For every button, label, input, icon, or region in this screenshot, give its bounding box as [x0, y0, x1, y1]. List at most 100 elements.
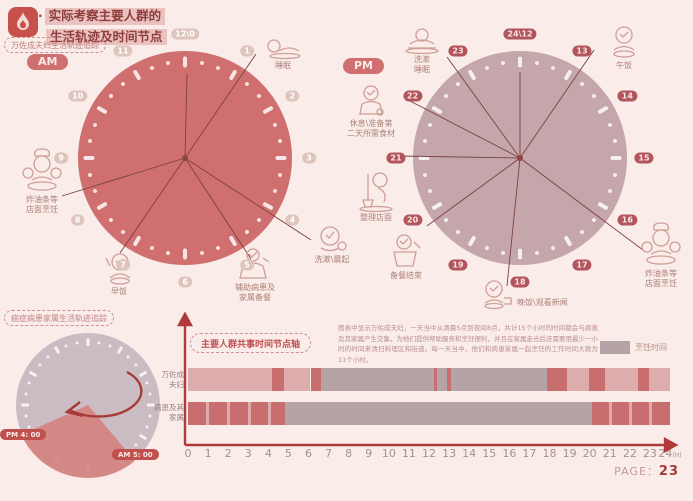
- timeline-segment: [209, 402, 228, 425]
- timeline-segment: [628, 402, 632, 425]
- timeline-segment: [637, 368, 649, 391]
- lunch-icon: [613, 26, 635, 58]
- timeline-row: [188, 368, 670, 391]
- timeline-segment: [447, 368, 452, 391]
- axis-tick-label: 6: [305, 447, 312, 460]
- activity-wash-sleep: 洗漱 睡眠: [392, 26, 452, 75]
- timeline-segment: [230, 402, 249, 425]
- axis-tick-label: 17: [522, 447, 537, 460]
- timeline-segment: [310, 368, 321, 391]
- timeline-segment: [437, 368, 448, 391]
- clock-hour-badge: 16: [617, 214, 637, 226]
- activity-label: 整理店面: [360, 213, 392, 222]
- clock-hour-badge: 24\12: [503, 28, 537, 40]
- activity-label: 辅助病患及 家属备餐: [235, 283, 275, 302]
- clock-tick: [518, 248, 522, 260]
- timeline-segment: [271, 402, 286, 425]
- axis-tick-label: 7: [325, 447, 333, 460]
- timeline-segment: [188, 402, 207, 425]
- page-number: PAGE：23: [614, 463, 679, 479]
- clock-tick: [277, 172, 282, 177]
- mini-clock-end-time-badge: AM 5: 00: [112, 449, 159, 460]
- clock-hour-badge: 6: [178, 276, 192, 288]
- timeline-segment: [608, 402, 612, 425]
- activity-lunch: 午饭: [598, 24, 650, 71]
- axis-tick-label: 20: [582, 447, 597, 460]
- timeline-row-label-couple: 万佐成 夫妇: [161, 370, 185, 389]
- clock-tick: [610, 156, 622, 160]
- axis-tick-label: 5: [284, 447, 292, 460]
- clock-hour-badge: 2: [285, 90, 300, 102]
- clock-tick: [199, 250, 204, 255]
- clock-tick: [183, 56, 187, 68]
- activity-prep-done: 备餐结束: [378, 232, 434, 281]
- timeline-segment: [648, 368, 670, 391]
- timeline-section-label: 主要人群共事时间节点轴: [190, 333, 312, 353]
- axis-tick-label: 23: [642, 447, 657, 460]
- axis-tick-label: 0: [184, 447, 192, 460]
- axis-tick-label: 14: [462, 447, 477, 460]
- flame-icon-glyph: [17, 12, 29, 30]
- axis-tick-label: 1: [204, 447, 212, 460]
- clock-tick: [275, 156, 287, 160]
- timeline-segment: [591, 402, 609, 425]
- title-line-2: 生活轨迹及时间节点: [46, 28, 167, 46]
- clock-hour-badge: 8: [70, 214, 85, 226]
- clock-hour-badge: 5: [240, 259, 254, 271]
- pm-clock-face: [413, 51, 627, 265]
- clock-hour-badge: 9: [54, 152, 68, 164]
- timeline-description: 图表中显示万佐成夫妇，一天当中从清晨5点到夜间8点，共计15个小时的时间都会与病…: [338, 324, 598, 365]
- am-clock-face: [78, 51, 292, 265]
- clock-hour-badge: 4: [285, 214, 300, 226]
- timeline-segment: [251, 402, 269, 425]
- clock-hour-badge: 21: [386, 152, 406, 164]
- clock-hour-badge: 14: [617, 90, 637, 102]
- activity-shop-cooking-pm: 炸油条等 店面烹饪: [632, 220, 690, 289]
- timeline-segment: [611, 402, 629, 425]
- page-number-value: 23: [658, 464, 679, 479]
- clock-tick: [107, 343, 112, 348]
- axis-tick-label: 2: [224, 447, 232, 460]
- clock-hour-badge: 22: [403, 90, 423, 102]
- clock-hour-badge: 11: [113, 45, 133, 57]
- rest-prepare-icon: [359, 85, 384, 116]
- clock-hour-badge: 15: [634, 152, 654, 164]
- activity-label: 睡眠: [275, 61, 291, 70]
- axis-tick-label: 9: [365, 447, 373, 460]
- timeline-axis-ticks: 0 1 2 3 4 5 6 7 8 9 10 11 12 13 14 15 16 17 18 19 20 21 22 23 24…: [0, 447, 693, 463]
- timeline-segment: [566, 368, 589, 391]
- clock-hour-badge: 23: [448, 45, 468, 57]
- tidy-shop-icon: [359, 172, 393, 212]
- timeline-segment: [588, 368, 605, 391]
- axis-tick-label: 15: [482, 447, 497, 460]
- timeline-segment: [206, 402, 210, 425]
- wash-sleep-icon: [405, 28, 439, 54]
- timeline-bars: [188, 368, 670, 428]
- clock-tick: [147, 403, 155, 407]
- activity-breakfast: 早饭: [90, 250, 148, 297]
- timeline-segment: [648, 402, 652, 425]
- activity-shop-cooking-am: 炸油条等 店面烹饪: [12, 146, 72, 215]
- axis-tick-label: 21: [602, 447, 617, 460]
- clock-hour-badge: 20: [403, 214, 423, 226]
- clock-hour-badge: 3: [302, 152, 316, 164]
- clock-tick: [183, 248, 187, 260]
- axis-tick-label: 22: [622, 447, 637, 460]
- axis-tick-label: 19: [562, 447, 577, 460]
- pm-period-badge: PM: [343, 58, 385, 74]
- sleep-icon: [267, 39, 301, 60]
- activity-label: 洗漱\晨起: [314, 255, 350, 264]
- axis-tick-label: 3: [244, 447, 252, 460]
- clock-hour-badge: 12\0: [171, 28, 199, 40]
- timeline-segment: [604, 368, 638, 391]
- axis-tick-label: 24(H): [658, 447, 682, 460]
- clock-tick: [534, 250, 539, 255]
- title-line-1: 实际考察主要人群的: [44, 8, 166, 25]
- mini-tracker-label: 癌症病患家属生活轨迹追踪: [4, 310, 114, 326]
- infographic-page: · 实际考察主要人群的 生活轨迹及时间节点 万佐成夫妇生活轨迹追踪 AM PM 癌…: [0, 7, 693, 479]
- clock-tick: [418, 156, 430, 160]
- timeline-segment: [320, 368, 435, 391]
- activity-rest-prepare: 休息\准备第 二天所需食材: [340, 84, 402, 139]
- timeline-row-label-patients: 病患及其 家属: [154, 403, 184, 422]
- clock-tick: [83, 156, 95, 160]
